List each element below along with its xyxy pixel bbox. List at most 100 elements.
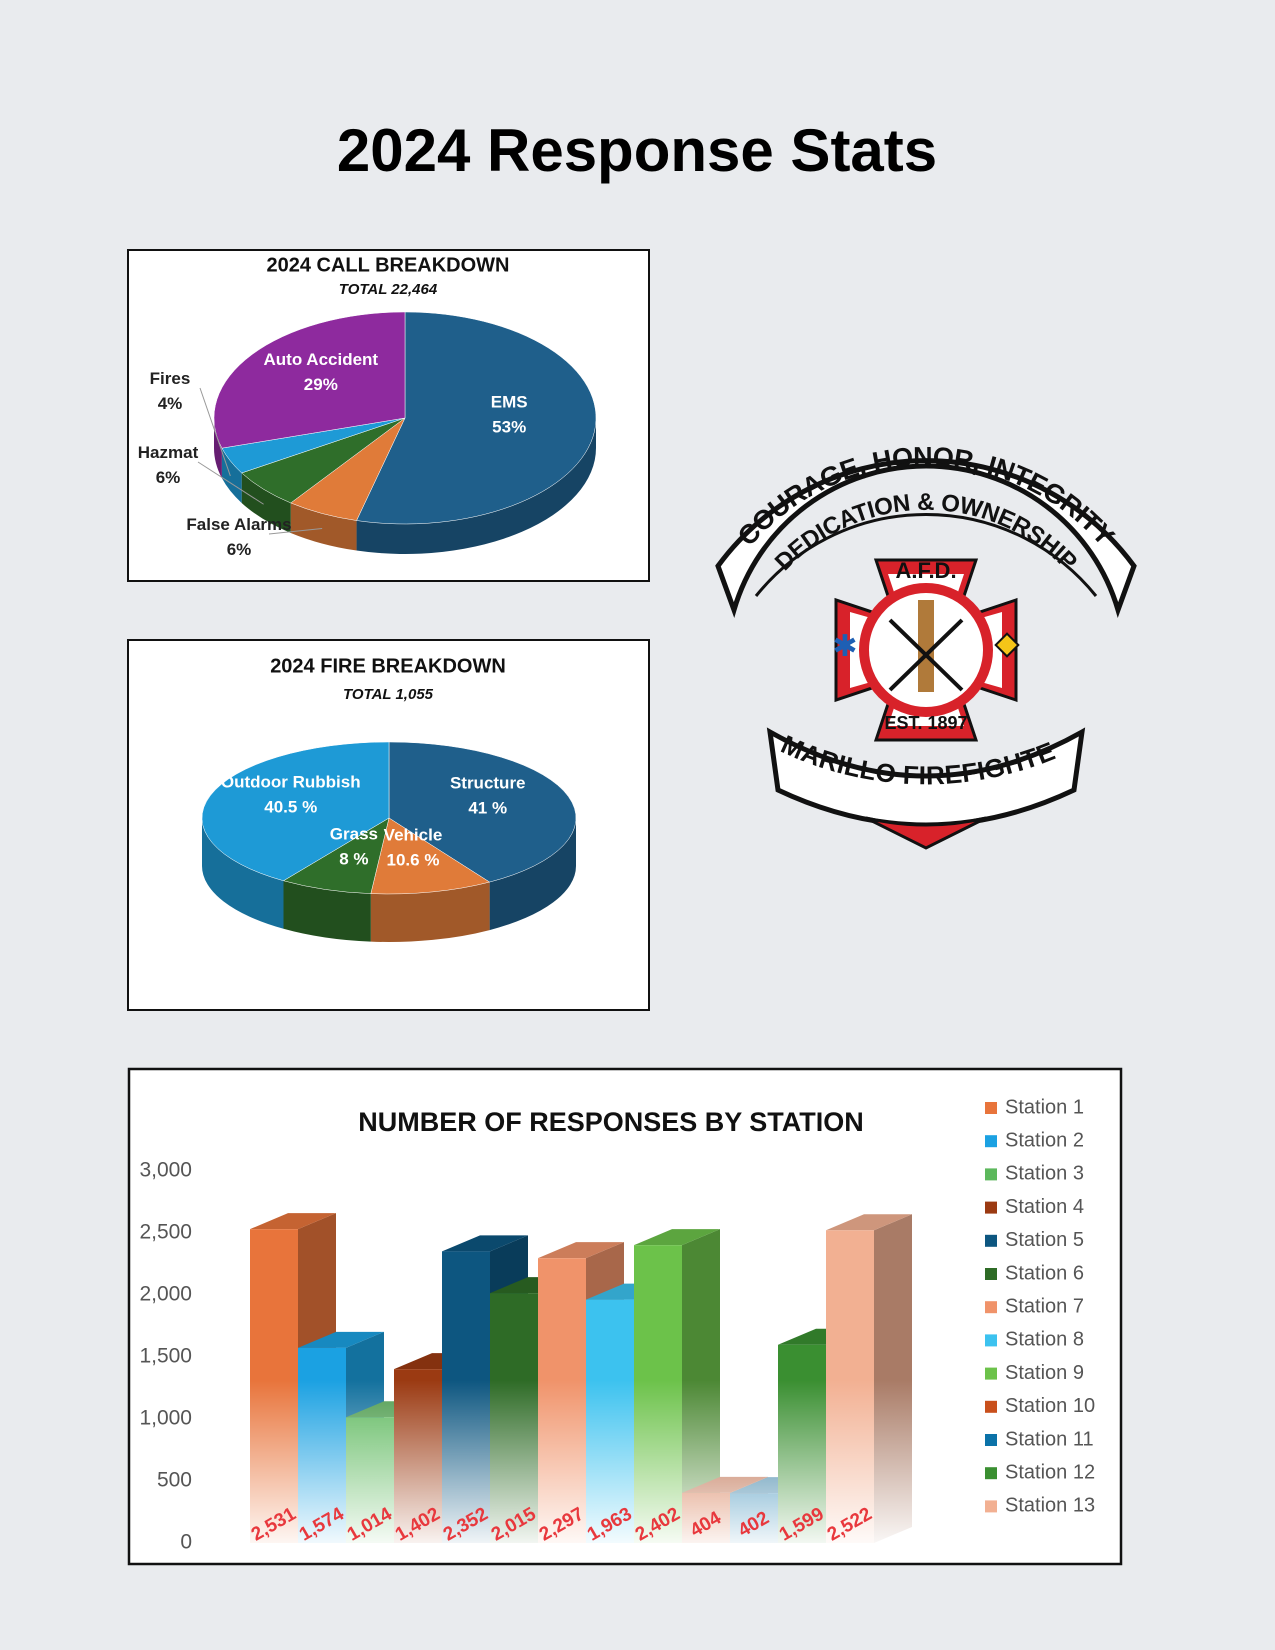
legend-label: Station 10 (1005, 1395, 1095, 1417)
legend-swatch (985, 1301, 997, 1314)
bar-top (442, 1235, 528, 1252)
y-tick-label: 2,500 (139, 1221, 192, 1244)
legend-swatch (985, 1201, 997, 1214)
pie-label: Vehicle 10.6 % (384, 826, 443, 870)
legend-label: Station 2 (1005, 1129, 1084, 1151)
chart-title: NUMBER OF RESPONSES BY STATION (358, 1107, 864, 1137)
leader-line (268, 528, 323, 535)
legend-label: Station 13 (1005, 1495, 1095, 1517)
pie-value-label: 6% (156, 468, 181, 487)
bar-top (826, 1214, 912, 1231)
pie-category: Fires (150, 369, 191, 388)
pie-category: False Alarms (186, 515, 291, 534)
pie-category: Outdoor Rubbish (221, 773, 361, 792)
pie-slice (213, 311, 406, 449)
pie-label: Outdoor Rubbish 40.5 % (221, 773, 361, 817)
legend-swatch (985, 1367, 997, 1380)
pie-slice (282, 817, 390, 894)
pie-value-label: 53% (492, 418, 526, 437)
legend-label: Station 5 (1005, 1229, 1084, 1251)
legend-swatch (985, 1500, 997, 1513)
pie-slice-side (356, 418, 596, 555)
bar-top (538, 1242, 624, 1259)
legend-label: Station 3 (1005, 1163, 1084, 1185)
logo-bottom-banner (766, 727, 1086, 828)
pie-slice-side (221, 448, 242, 503)
chart-title: 2024 FIRE BREAKDOWN (270, 655, 506, 677)
pie-value-label: 10.6 % (387, 851, 440, 870)
pie-slice-side (370, 882, 490, 942)
pie-slice (388, 741, 577, 883)
legend-label: Station 9 (1005, 1362, 1084, 1384)
pie-value-label: 40.5 % (264, 798, 317, 817)
pie-slice-side (283, 880, 371, 942)
pie-slice-side (214, 418, 222, 479)
y-tick-label: 3,000 (139, 1159, 192, 1182)
pie-category: Auto Accident (264, 351, 379, 370)
chart-title: 2024 CALL BREAKDOWN (267, 254, 510, 276)
logo-badge-top: A.F.D. (895, 558, 956, 583)
y-tick-label: 0 (180, 1531, 192, 1554)
legend-swatch (985, 1135, 997, 1148)
pie-slice (370, 817, 491, 895)
bar-top (634, 1229, 720, 1246)
legend-label: Station 4 (1005, 1196, 1084, 1218)
logo-badge-bottom: EST. 1897 (884, 713, 967, 733)
pie-label: Hazmat 6% (138, 443, 199, 487)
y-tick-label: 500 (157, 1469, 192, 1492)
legend-swatch (985, 1434, 997, 1446)
legend-label: Station 12 (1005, 1461, 1095, 1483)
leader-line (197, 461, 264, 505)
logo-nozzle (918, 600, 934, 692)
pie-slice-side (241, 472, 291, 533)
logo-pennant (865, 816, 987, 850)
bar-top (250, 1213, 336, 1230)
pie-label: Structure 41 % (450, 774, 526, 818)
legend-swatch (985, 1234, 997, 1247)
page-title: 2024 Response Stats (337, 117, 937, 184)
bar-top (298, 1331, 384, 1348)
pie-value-label: 41 % (468, 799, 507, 818)
pie-category: Grass (330, 825, 378, 844)
pie-category: EMS (491, 393, 528, 412)
pie-label: Grass 8 % (330, 825, 378, 869)
pie-value-label: 6% (227, 540, 252, 559)
legend-swatch (985, 1467, 997, 1480)
pie-slice-side (202, 818, 284, 929)
legend-swatch (985, 1102, 997, 1114)
logo-star: ✱ (832, 630, 857, 663)
legend-label: Station 1 (1005, 1096, 1084, 1118)
y-tick-label: 1,000 (139, 1407, 192, 1430)
legend-swatch (985, 1168, 997, 1181)
pie-category: Vehicle (384, 826, 443, 845)
pie-value-label: 29% (304, 376, 338, 395)
pie-label: Auto Accident 29% (264, 351, 379, 395)
legend-label: Station 8 (1005, 1329, 1084, 1351)
leader-line (199, 387, 231, 477)
pie-category: Structure (450, 774, 526, 793)
chart-subtitle: TOTAL 1,055 (343, 686, 434, 703)
legend-swatch (985, 1400, 997, 1413)
pie-label: Fires 4% (150, 369, 191, 413)
pie-value-label: 4% (158, 394, 183, 413)
legend-label: Station 11 (1005, 1428, 1094, 1450)
y-tick-label: 2,000 (139, 1283, 192, 1306)
bar-fade (230, 1380, 930, 1545)
y-tick-label: 1,500 (139, 1345, 192, 1368)
pie-value-label: 8 % (339, 850, 368, 869)
chart-subtitle: TOTAL 22,464 (339, 281, 438, 298)
legend-swatch (985, 1268, 997, 1280)
pie-slice (356, 311, 597, 525)
legend-label: Station 6 (1005, 1262, 1084, 1284)
logo-divider (754, 512, 1098, 597)
pie-label: False Alarms 6% (186, 515, 291, 559)
legend-swatch (985, 1334, 997, 1347)
logo-banner (715, 458, 1137, 619)
logo-diamond (994, 632, 1020, 658)
pie-label: EMS 53% (491, 393, 528, 437)
pie-slice-side (290, 502, 357, 551)
logo-axe (888, 618, 964, 692)
pie-category: Hazmat (138, 443, 199, 462)
